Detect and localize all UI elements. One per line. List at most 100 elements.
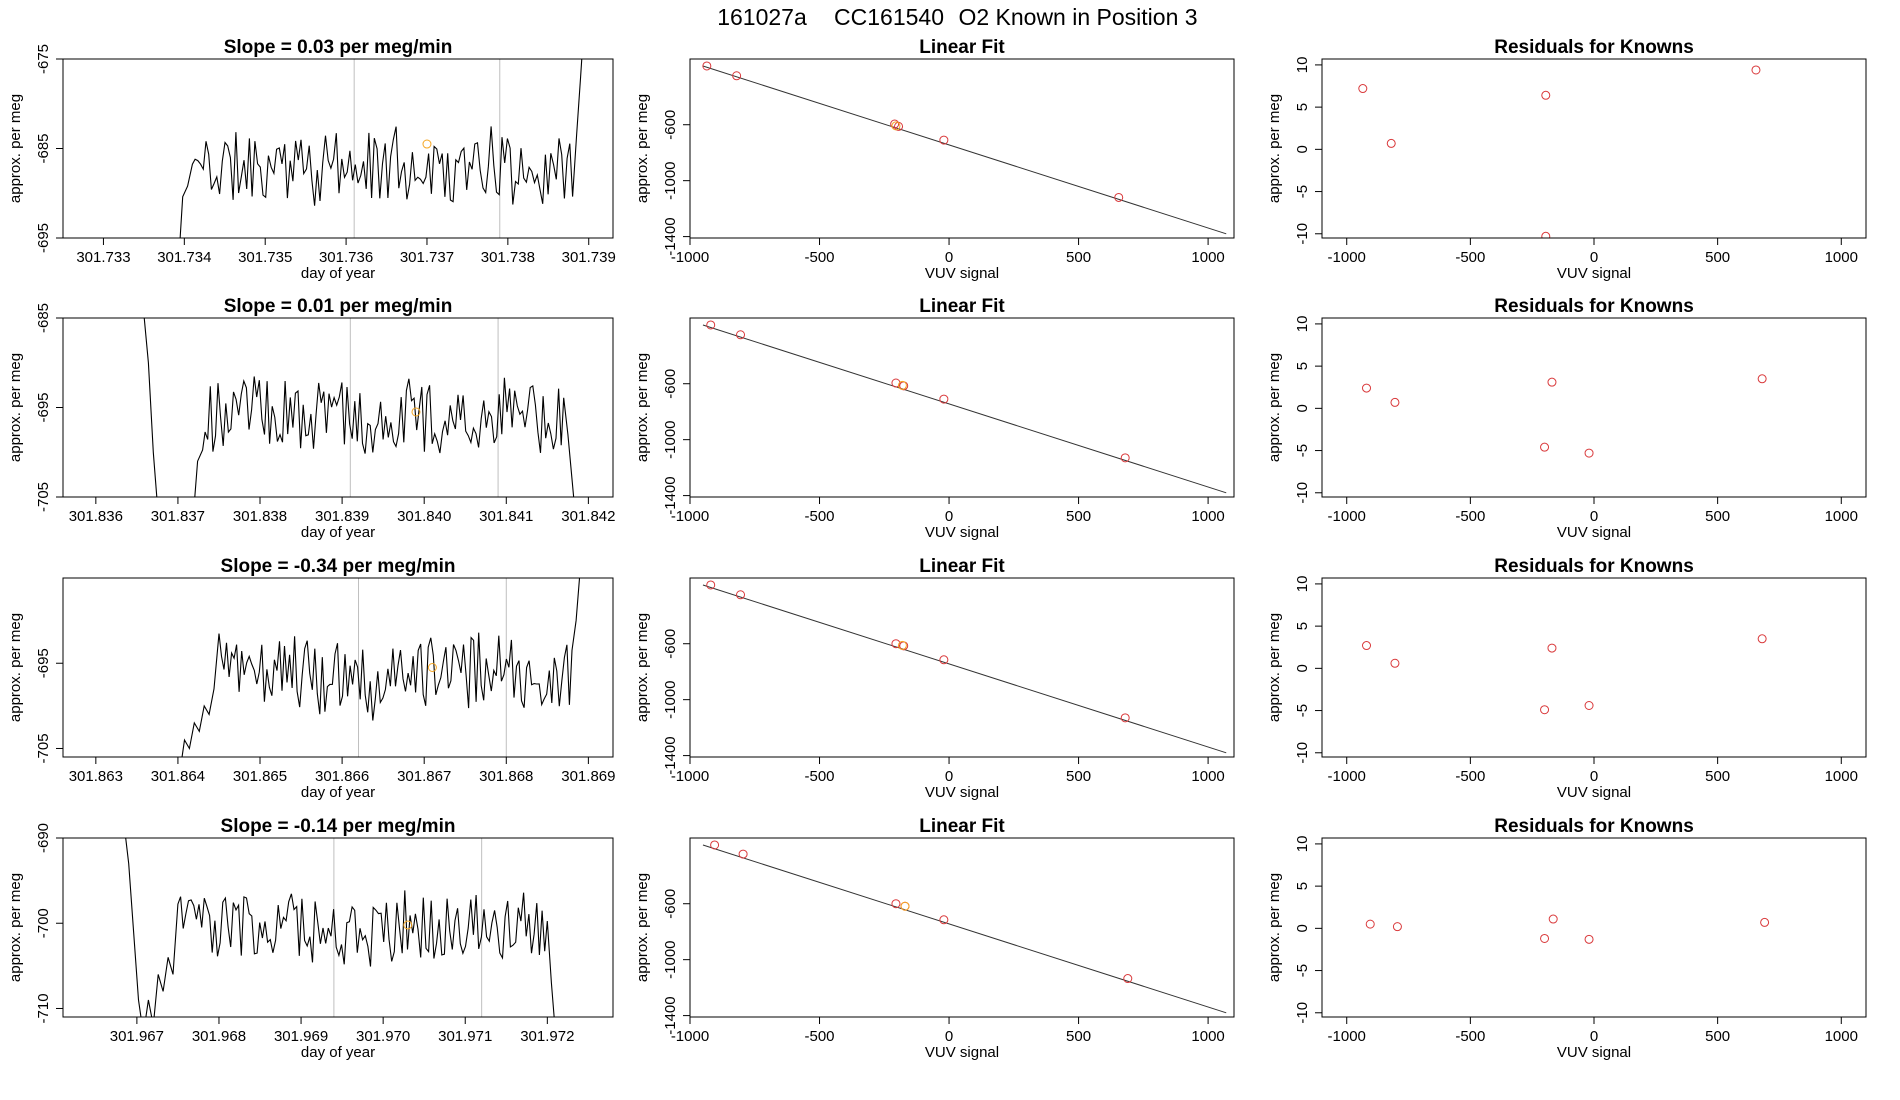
x-tick-label: 301.868 [479,768,533,785]
y-axis-label: approx. per meg [1266,94,1283,203]
y-tick-label: -10 [1294,482,1311,504]
fit-line [702,324,1227,494]
plot-frame [1321,577,1867,758]
data-point [706,580,716,590]
fit-panel: Linear Fit -1000 -500 0 500 1000 VUV signal -14… [634,556,1235,801]
fit-panel: Linear Fit -1000 -500 0 500 1000 VUV signal -14… [634,37,1235,282]
y-axis-label: approx. per meg [7,873,24,982]
y-axis-label: approx. per meg [1266,353,1283,462]
x-tick-label: 301.735 [238,249,292,266]
x-axis-label: VUV signal [925,524,999,541]
y-tick-label: -600 [662,369,679,399]
x-tick-label: -500 [1455,768,1485,785]
fit-plot-area [702,840,1227,1014]
y-tick-label: 0 [1294,924,1311,932]
data-point [706,320,716,330]
residual-point [1584,700,1594,710]
fit-title: Linear Fit [919,816,1005,837]
y-tick-label: -10 [1294,742,1311,764]
x-tick-label: -500 [805,508,835,525]
data-series-line [125,838,555,1017]
residual-point [1390,658,1400,668]
series-title: Slope = -0.34 per meg/min [221,556,456,577]
x-tick-label: 1000 [1191,508,1224,525]
x-tick-label: 0 [945,249,953,266]
y-axis-label: approx. per meg [634,613,651,722]
y-tick-label: 5 [1294,362,1311,370]
y-tick-label: -695 [35,392,52,422]
residual-point [1365,919,1375,929]
residuals-panel: Residuals for Knowns -1000 -500 0 500 1000 VUV… [1266,816,1867,1061]
x-axis-label: day of year [301,524,375,541]
data-point [1123,974,1133,984]
x-tick-label: 1000 [1825,768,1858,785]
data-series-line [179,59,583,238]
fit-line [702,65,1227,235]
y-tick-label: -1000 [662,940,679,978]
data-point [1120,713,1130,723]
data-point [939,135,949,145]
residual-point [1547,643,1557,653]
x-tick-label: 301.969 [274,1028,328,1045]
x-tick-label: 301.841 [479,508,533,525]
figure-title: 161027a CC161540 O2 Known in Position 3 [717,4,1197,30]
highlight-point [427,663,437,672]
data-series-line [143,318,575,497]
plot-frame [62,58,614,239]
residual-point [1541,231,1551,238]
residual-point [1362,383,1372,393]
y-tick-label: -695 [35,648,52,678]
data-series-line [181,578,581,757]
data-point [891,899,901,909]
fit-panel: Linear Fit -1000 -500 0 500 1000 VUV signal -14… [634,296,1235,541]
fit-plot-area [702,320,1227,494]
y-tick-label: -1400 [662,217,679,255]
x-tick-label: 301.836 [69,508,123,525]
x-axis-label: day of year [301,1044,375,1061]
y-axis-label: approx. per meg [7,613,24,722]
y-tick-label: -705 [35,733,52,763]
y-tick-label: 10 [1294,57,1311,74]
y-tick-label: 0 [1294,404,1311,412]
x-tick-label: -1000 [1328,1028,1366,1045]
x-tick-label: 1000 [1825,249,1858,266]
data-point [1120,453,1130,463]
x-tick-label: 301.968 [192,1028,246,1045]
x-tick-label: 301.971 [438,1028,492,1045]
y-tick-label: -690 [35,823,52,853]
y-axis-label: approx. per meg [634,353,651,462]
x-tick-label: 301.865 [233,768,287,785]
fit-line [702,844,1227,1014]
residual-point [1390,397,1400,407]
x-tick-label: 0 [1590,1028,1598,1045]
x-tick-label: 0 [1590,768,1598,785]
y-tick-label: 0 [1294,145,1311,153]
data-point [710,840,720,850]
x-tick-label: 0 [1590,249,1598,266]
y-axis-label: approx. per meg [634,873,651,982]
series-panel: Slope = -0.14 per meg/min 301.967 301.968 3… [7,816,614,1061]
highlight-point [891,121,901,131]
y-tick-label: -1400 [662,736,679,774]
series-title: Slope = 0.03 per meg/min [224,37,453,58]
series-plot-area [143,318,575,497]
data-point [738,849,748,859]
x-tick-label: -500 [1455,508,1485,525]
x-tick-label: 301.839 [315,508,369,525]
residual-point [1547,377,1557,387]
y-tick-label: 5 [1294,882,1311,890]
x-tick-label: 301.838 [233,508,287,525]
residual-point [1358,84,1368,94]
x-tick-label: 301.738 [481,249,535,266]
x-tick-label: 500 [1705,249,1730,266]
x-tick-label: 1000 [1191,249,1224,266]
x-tick-label: -500 [1455,249,1485,266]
residuals-panel: Residuals for Knowns -1000 -500 0 500 1000 VUV… [1266,296,1867,541]
x-tick-label: 301.972 [520,1028,574,1045]
x-tick-label: 301.736 [319,249,373,266]
y-tick-label: -685 [35,303,52,333]
fit-panel: Linear Fit -1000 -500 0 500 1000 VUV signal -14… [634,816,1235,1061]
series-title: Slope = 0.01 per meg/min [224,296,453,317]
x-tick-label: 301.842 [561,508,615,525]
